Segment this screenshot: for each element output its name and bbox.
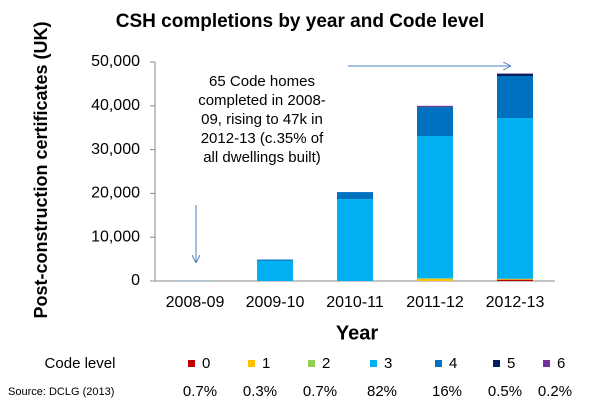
bar-segment [497, 278, 533, 280]
annotation: all dwellings built) [203, 149, 321, 166]
annotation: completed in 2008- [198, 92, 326, 109]
share-label: 0.3% [243, 383, 277, 400]
legend-label: 3 [384, 355, 392, 372]
bar-segment [417, 105, 453, 107]
x-tick-label: 2008-09 [166, 294, 225, 311]
x-tick-label: 2009-10 [246, 294, 305, 311]
bar-segment [497, 118, 533, 279]
legend-swatch [493, 360, 500, 367]
y-axis-label: Post-construction certificates (UK) [31, 21, 51, 318]
bar-segment [337, 192, 373, 200]
legend-swatch [188, 360, 195, 367]
annotation: 09, rising to 47k in [201, 111, 323, 128]
legend-swatch [308, 360, 315, 367]
x-tick-label: 2012-13 [486, 294, 545, 311]
share-label: 0.7% [183, 383, 217, 400]
annotation: 65 Code homes [209, 73, 315, 90]
legend-title: Code level [45, 355, 116, 372]
y-tick-label: 50,000 [91, 53, 140, 70]
bar-segment [257, 260, 293, 281]
legend-label: 6 [557, 355, 565, 372]
y-tick-label: 30,000 [91, 141, 140, 158]
source: Source: DCLG (2013) [8, 386, 114, 398]
y-tick-label: 40,000 [91, 97, 140, 114]
annotation: 2012-13 (c.35% of [201, 130, 324, 147]
legend-label: 1 [262, 355, 270, 372]
y-tick-label: 20,000 [91, 185, 140, 202]
bar-segment [417, 278, 453, 281]
x-axis-label: Year [336, 322, 378, 344]
x-tick-label: 2010-11 [326, 294, 384, 311]
bar-segment [417, 136, 453, 279]
legend-swatch [435, 360, 442, 367]
bar-segment [497, 73, 533, 77]
legend-swatch [543, 360, 550, 367]
share-label: 0.7% [303, 383, 337, 400]
legend-label: 5 [507, 355, 515, 372]
legend-label: 2 [322, 355, 330, 372]
bar-segment [497, 76, 533, 119]
bar-segment [417, 107, 453, 137]
y-tick-label: 0 [131, 272, 140, 289]
legend-swatch [248, 360, 255, 367]
share-label: 82% [367, 383, 397, 400]
share-label: 0.5% [488, 383, 522, 400]
x-tick-label: 2011-12 [406, 294, 464, 311]
legend-swatch [370, 360, 377, 367]
bar-segment [337, 199, 373, 281]
share-label: 0.2% [538, 383, 572, 400]
legend-label: 4 [449, 355, 457, 372]
share-label: 16% [432, 383, 462, 400]
chart-title: CSH completions by year and Code level [116, 11, 485, 32]
y-tick-label: 10,000 [91, 228, 140, 245]
bar-segment [497, 279, 533, 281]
legend-label: 0 [202, 355, 210, 372]
bar-segment [257, 259, 293, 261]
